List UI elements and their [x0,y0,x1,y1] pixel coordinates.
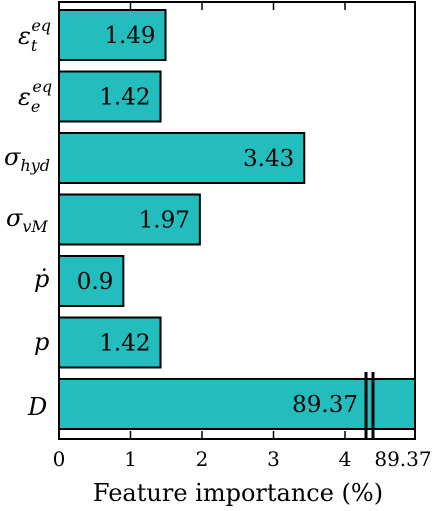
value-label-2: 3.43 [243,146,294,172]
bar-5 [58,316,162,369]
x-axis-label: Feature importance (%) [93,479,383,507]
x-tick-label-3: 3 [267,447,280,471]
category-label-p-dot: ṗ [34,265,49,293]
axis-break-marks [364,372,375,439]
value-label-3: 1.97 [139,208,190,234]
category-label-sigma-vm: σvM [6,204,48,236]
category-label-sigma-hyd: σhyd [4,143,50,175]
value-label-4: 0.9 [77,269,114,295]
bar-3 [58,193,201,246]
value-label-6: 89.37 [292,392,358,418]
value-labels: 1.49 1.42 3.43 1.97 0.9 1.42 89.37 [77,23,358,418]
bars-group [58,9,416,430]
category-label-eps-e-eq: εeeq [18,77,52,116]
value-label-5: 1.42 [99,331,150,357]
value-label-1: 1.42 [99,85,150,111]
x-tick-label-5: 89.37 [374,447,431,471]
bar-4 [58,255,125,307]
category-label-p: p [34,328,49,356]
x-tick-label-0: 0 [53,447,66,471]
value-label-0: 1.49 [104,23,155,49]
category-labels: εteq εeeq σhyd σvM ṗ p D [4,16,52,421]
bar-1 [58,70,162,123]
x-tick-label-2: 2 [196,447,209,471]
bar-2 [58,132,306,184]
bar-6 [58,378,416,430]
x-tick-label-4: 4 [339,447,352,471]
x-tick-label-1: 1 [124,447,137,471]
category-label-D: D [27,393,47,421]
bar-0 [58,9,167,61]
x-axis-ticks: 0 1 2 3 4 89.37 [53,2,432,471]
category-label-eps-t-eq: εteq [18,16,51,55]
